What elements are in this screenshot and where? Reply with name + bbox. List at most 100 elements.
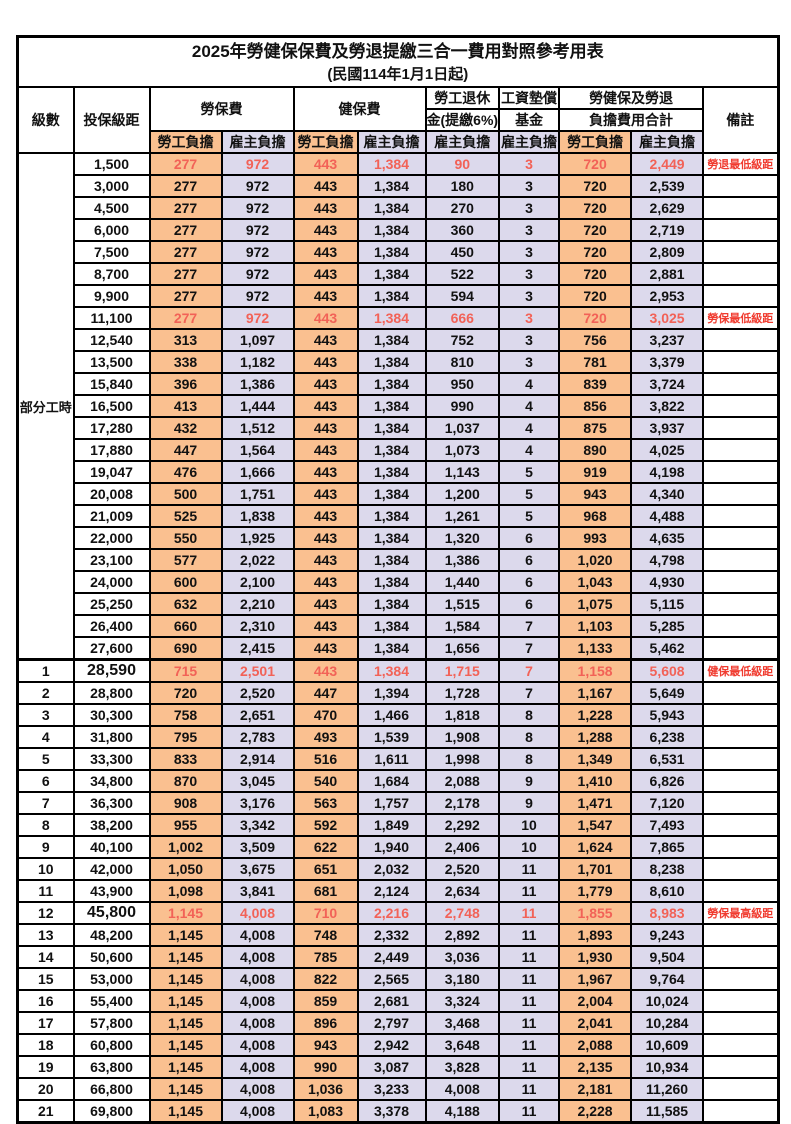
value-cell: 3,342 — [220, 813, 295, 837]
value-cell: 4,188 — [424, 1099, 501, 1124]
value-cell: 972 — [220, 196, 295, 220]
bracket-cell: 26,400 — [72, 614, 151, 638]
table-row: 6 34,800 870 3,045 540 1,684 2,088 9 1,410 6,826 — [16, 769, 780, 793]
value-cell: 1,410 — [558, 769, 633, 793]
value-cell: 2,783 — [220, 725, 295, 749]
value-cell: 1,349 — [558, 747, 633, 771]
value-cell: 5,649 — [630, 681, 705, 705]
value-cell: 890 — [558, 438, 633, 462]
value-cell: 990 — [424, 394, 501, 418]
value-cell: 443 — [292, 416, 359, 440]
value-cell: 1,075 — [558, 592, 633, 616]
table-row: 13 48,200 1,145 4,008 748 2,332 2,892 11 1,893 9,… — [16, 923, 780, 947]
value-cell: 3 — [498, 152, 561, 176]
value-cell: 3,237 — [630, 328, 705, 352]
remark-cell — [702, 460, 780, 484]
value-cell: 2,332 — [356, 923, 427, 947]
value-cell: 3,045 — [220, 769, 295, 793]
grade-cell: 16 — [16, 989, 75, 1013]
value-cell: 525 — [148, 504, 223, 528]
value-cell: 5,608 — [630, 658, 705, 683]
grade-cell: 3 — [16, 703, 75, 727]
value-cell: 1,444 — [220, 394, 295, 418]
table-row: 3,000 277 972 443 1,384 180 3 720 2,539 — [18, 174, 780, 198]
value-cell: 4,798 — [630, 548, 705, 572]
header-total-line1: 勞健保及勞退 — [558, 86, 705, 110]
value-cell: 715 — [148, 658, 223, 683]
value-cell: 10,934 — [630, 1055, 705, 1079]
value-cell: 720 — [558, 196, 633, 220]
value-cell: 1,002 — [148, 835, 223, 859]
value-cell: 720 — [558, 262, 633, 286]
value-cell: 2,719 — [630, 218, 705, 242]
value-cell: 993 — [558, 526, 633, 550]
bracket-cell: 15,840 — [72, 372, 151, 396]
table-row: 8,700 277 972 443 1,384 522 3 720 2,881 — [18, 262, 780, 286]
table-row: 21,009 525 1,838 443 1,384 1,261 5 968 4,488 — [18, 504, 780, 528]
bracket-cell: 21,009 — [72, 504, 151, 528]
value-cell: 1,384 — [356, 328, 427, 352]
remark-cell — [702, 703, 780, 727]
value-cell: 1,394 — [356, 681, 427, 705]
remark-cell — [702, 416, 780, 440]
value-cell: 3 — [498, 196, 561, 220]
value-cell: 4 — [498, 372, 561, 396]
value-cell: 781 — [558, 350, 633, 374]
table-row: 15,840 396 1,386 443 1,384 950 4 839 3,724 — [18, 372, 780, 396]
table-row: 11,100 277 972 443 1,384 666 3 720 3,025 勞保最低級距 — [18, 306, 780, 330]
value-cell: 1,384 — [356, 548, 427, 572]
value-cell: 3,379 — [630, 350, 705, 374]
bracket-cell: 28,590 — [72, 658, 151, 683]
grade-cell: 19 — [16, 1055, 75, 1079]
value-cell: 1,228 — [558, 703, 633, 727]
page-title: 2025年勞健保保費及勞退提繳三合一費用對照參考用表 — [191, 41, 604, 61]
value-cell: 277 — [148, 196, 223, 220]
value-cell: 752 — [424, 328, 501, 352]
value-cell: 4 — [498, 394, 561, 418]
remark-cell — [702, 372, 780, 396]
bracket-cell: 33,300 — [72, 747, 151, 771]
value-cell: 6,826 — [630, 769, 705, 793]
value-cell: 720 — [558, 240, 633, 264]
value-cell: 11 — [498, 1099, 561, 1124]
value-cell: 833 — [148, 747, 223, 771]
value-cell: 1,930 — [558, 945, 633, 969]
value-cell: 1,684 — [356, 769, 427, 793]
value-cell: 1,757 — [356, 791, 427, 815]
bracket-cell: 30,300 — [72, 703, 151, 727]
value-cell: 1,666 — [220, 460, 295, 484]
table-row: 7 36,300 908 3,176 563 1,757 2,178 9 1,471 7,120 — [16, 791, 780, 815]
value-cell: 1,145 — [148, 901, 223, 925]
grade-cell: 9 — [16, 835, 75, 859]
value-cell: 4,008 — [220, 1077, 295, 1101]
table-row: 5 33,300 833 2,914 516 1,611 1,998 8 1,349 6,531 — [16, 747, 780, 771]
bracket-cell: 36,300 — [72, 791, 151, 815]
grade-cell: 13 — [16, 923, 75, 947]
value-cell: 2,228 — [558, 1099, 633, 1124]
remark-cell — [702, 240, 780, 264]
remark-cell: 健保最低級距 — [702, 658, 780, 683]
value-cell: 2,310 — [220, 614, 295, 638]
bracket-cell: 7,500 — [72, 240, 151, 264]
value-cell: 3,180 — [424, 967, 501, 991]
value-cell: 493 — [292, 725, 359, 749]
value-cell: 4,008 — [220, 1011, 295, 1035]
value-cell: 2,520 — [424, 857, 501, 881]
value-cell: 5 — [498, 482, 561, 506]
bracket-cell: 53,000 — [72, 967, 151, 991]
bracket-cell: 43,900 — [72, 879, 151, 903]
value-cell: 1,547 — [558, 813, 633, 837]
remark-cell — [702, 614, 780, 638]
value-cell: 720 — [148, 681, 223, 705]
value-cell: 1,073 — [424, 438, 501, 462]
subheader-labor-worker: 勞工負擔 — [148, 130, 223, 154]
value-cell: 2,088 — [424, 769, 501, 793]
bracket-cell: 27,600 — [72, 636, 151, 661]
value-cell: 4,930 — [630, 570, 705, 594]
header-total-line2: 負擔費用合計 — [558, 108, 705, 132]
value-cell: 277 — [148, 152, 223, 176]
value-cell: 758 — [148, 703, 223, 727]
value-cell: 2,216 — [356, 901, 427, 925]
bracket-cell: 42,000 — [72, 857, 151, 881]
remark-cell — [702, 681, 780, 705]
